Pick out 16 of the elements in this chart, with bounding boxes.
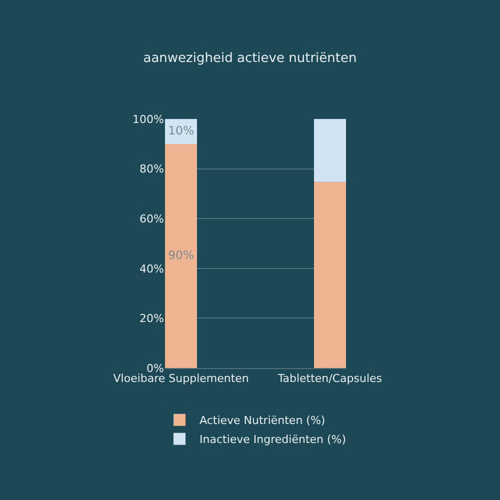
data-label: 10% xyxy=(168,124,194,138)
legend-label: Inactieve Ingrediënten (%) xyxy=(200,433,346,446)
bar xyxy=(314,119,346,182)
x-tick-label: Tabletten/Capsules xyxy=(276,372,382,386)
bar xyxy=(165,144,198,368)
x-tick-label: Vloeibare Supplementen xyxy=(113,372,249,386)
y-tick-label: 80% xyxy=(140,162,164,176)
chart-title: aanwezigheid actieve nutriënten xyxy=(143,51,357,66)
y-tick-label: 60% xyxy=(140,212,164,226)
y-tick-label: 40% xyxy=(140,262,164,276)
data-label: 90% xyxy=(168,248,194,262)
legend-label: Actieve Nutriënten (%) xyxy=(200,414,326,428)
y-tick-label: 20% xyxy=(140,312,164,326)
bar xyxy=(314,181,346,368)
y-tick-label: 0% xyxy=(146,362,164,375)
y-tick-label: 100% xyxy=(132,112,164,126)
